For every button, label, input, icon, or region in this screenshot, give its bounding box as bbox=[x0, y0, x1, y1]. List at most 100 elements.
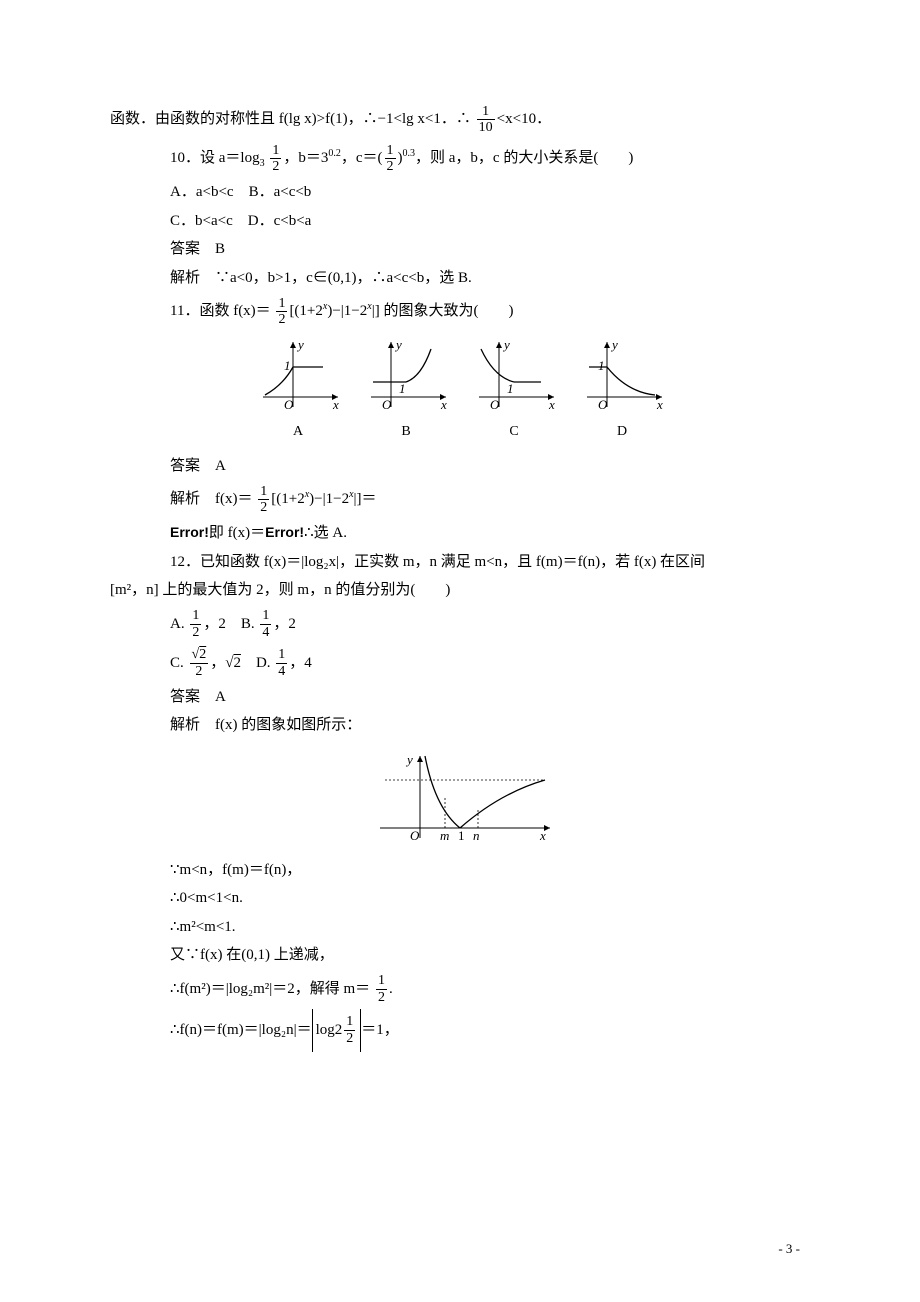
graph-b: 1 O x y bbox=[361, 337, 451, 417]
q12-exp1: 解析 f(x) 的图象如图所示： bbox=[110, 711, 810, 740]
q10-opt-cd: C．b<a<c D．c<b<a bbox=[110, 207, 810, 236]
q10-stem-a: 10．设 a＝log bbox=[170, 150, 260, 166]
q10-explain: 解析 ∵a<0，b>1，c∈(0,1)，∴a<c<b，选 B. bbox=[110, 264, 810, 293]
q11-stem-a: 11．函数 f(x)＝ bbox=[170, 303, 271, 319]
q11-exp-a: 解析 f(x)＝ bbox=[170, 491, 253, 507]
q10-opt-ab: A．a<b<c B．a<c<b bbox=[110, 178, 810, 207]
q12-exp7-a: ∴f(n)＝f(m)＝|log₂n|＝ bbox=[170, 1022, 312, 1038]
q10-sup02: 0.2 bbox=[328, 148, 341, 159]
graph-c: 1 O x y bbox=[469, 337, 559, 417]
q11-fig-d: 1 O x y D bbox=[577, 337, 667, 446]
svg-text:n: n bbox=[473, 828, 480, 843]
svg-text:1: 1 bbox=[399, 381, 406, 396]
q10-stem: 10．设 a＝log3 1 2 ，b＝30.2，c＝(12)0.3，则 a，b，… bbox=[110, 139, 810, 178]
q12-exp6-a: ∴f(m²)＝|log₂m²|＝2，解得 m＝ bbox=[170, 981, 370, 997]
intro-line: 函数．由函数的对称性且 f(lg x)>f(1)，∴−1<lg x<1．∴ 1 … bbox=[110, 100, 810, 139]
svg-text:O: O bbox=[382, 397, 392, 412]
q10-stem-d: ，则 a，b，c 的大小关系是( ) bbox=[415, 150, 633, 166]
page: 函数．由函数的对称性且 f(lg x)>f(1)，∴−1<lg x<1．∴ 1 … bbox=[0, 0, 920, 1302]
svg-text:y: y bbox=[610, 337, 618, 352]
q11-frac-half: 1 2 bbox=[276, 296, 287, 328]
q10-answer: 答案 B bbox=[110, 235, 810, 264]
q12-frac14-d: 1 4 bbox=[276, 647, 287, 679]
q10-stem-b: ，b＝3 bbox=[283, 150, 328, 166]
q12-exp7: ∴f(n)＝f(m)＝|log₂n|＝log212＝1， bbox=[110, 1009, 810, 1052]
q11-stem: 11．函数 f(x)＝ 1 2 [(1+2x)−|1−2x|] 的图象大致为( … bbox=[110, 292, 810, 331]
q11-stem-d: |] 的图象大致为( ) bbox=[372, 303, 514, 319]
q12-exp4: ∴m²<m<1. bbox=[110, 913, 810, 942]
q12-optA-a: A. bbox=[170, 616, 185, 632]
q12-exp3: ∴0<m<1<n. bbox=[110, 884, 810, 913]
q12-optC-b: ，√2 D. bbox=[210, 655, 270, 671]
q12-optC-c: ，4 bbox=[289, 655, 312, 671]
svg-text:x: x bbox=[332, 397, 339, 412]
svg-text:x: x bbox=[440, 397, 447, 412]
svg-text:x: x bbox=[548, 397, 555, 412]
q10-frac-half: 1 2 bbox=[270, 143, 281, 175]
intro-tail: <x<10． bbox=[497, 111, 551, 127]
q10-paren-frac: 12 bbox=[385, 143, 396, 175]
svg-text:O: O bbox=[598, 397, 608, 412]
q12-optA-c: ，2 bbox=[273, 616, 296, 632]
q12-answer: 答案 A bbox=[110, 683, 810, 712]
q12-frac-sqrt2: √2 2 bbox=[190, 647, 209, 679]
abs-inner-a: log2 bbox=[316, 1022, 343, 1038]
q12-exp2: ∵m<n，f(m)＝f(n)， bbox=[110, 856, 810, 885]
svg-text:x: x bbox=[656, 397, 663, 412]
q11-label-d: D bbox=[577, 419, 667, 446]
q12-opt-ab: A. 1 2 ，2 B. 1 4 ，2 bbox=[110, 605, 810, 644]
svg-text:O: O bbox=[284, 397, 294, 412]
q12-exp7-b: ＝1， bbox=[361, 1022, 399, 1038]
q12-optC-a: C. bbox=[170, 655, 184, 671]
q10-stem-c: ，c＝ bbox=[341, 150, 378, 166]
q11-stem-c: )−|1−2 bbox=[327, 303, 367, 319]
q12-exp6-b: . bbox=[389, 981, 393, 997]
q11-label-b: B bbox=[361, 419, 451, 446]
q11-label-a: A bbox=[253, 419, 343, 446]
q12-exp6-frac: 1 2 bbox=[376, 973, 387, 1005]
q12-frac12-a: 1 2 bbox=[190, 608, 201, 640]
abs-block: log212 bbox=[312, 1009, 362, 1052]
q11-exp-frac: 1 2 bbox=[258, 484, 269, 516]
q11-fig-b: 1 O x y B bbox=[361, 337, 451, 446]
q11-fig-a: 1 O x y A bbox=[253, 337, 343, 446]
svg-text:O: O bbox=[410, 828, 420, 843]
graph-d: 1 O x y bbox=[577, 337, 667, 417]
svg-text:x: x bbox=[539, 828, 546, 843]
q11-label-c: C bbox=[469, 419, 559, 446]
svg-text:O: O bbox=[490, 397, 500, 412]
frac-1-10: 1 10 bbox=[477, 104, 495, 136]
q10-sup03: 0.3 bbox=[403, 148, 416, 159]
error-text-2: Error! bbox=[265, 524, 304, 540]
svg-text:1: 1 bbox=[507, 381, 514, 396]
intro-text: 函数．由函数的对称性且 f(lg x)>f(1)，∴−1<lg x<1．∴ bbox=[110, 111, 471, 127]
q11-exp-c: )−|1−2 bbox=[309, 491, 349, 507]
svg-text:y: y bbox=[405, 752, 413, 767]
q11-answer: 答案 A bbox=[110, 452, 810, 481]
q11-exp-line2: Error!即 f(x)＝Error!∴选 A. bbox=[110, 519, 810, 548]
page-number: - 3 - bbox=[778, 1237, 800, 1262]
q12-optA-b: ，2 B. bbox=[203, 616, 254, 632]
abs-frac: 12 bbox=[344, 1014, 355, 1046]
q11-figures: 1 O x y A 1 O x y B bbox=[110, 337, 810, 446]
svg-text:m: m bbox=[440, 828, 449, 843]
q11-exp-d: |]＝ bbox=[354, 491, 377, 507]
q12-figure: O m 1 n x y bbox=[110, 748, 810, 848]
svg-text:y: y bbox=[502, 337, 510, 352]
graph-a: 1 O x y bbox=[253, 337, 343, 417]
q10-sub3: 3 bbox=[260, 158, 265, 169]
q11-exp-b: [(1+2 bbox=[271, 491, 304, 507]
q12-stem2: [m²，n] 上的最大值为 2，则 m，n 的值分别为( ) bbox=[110, 576, 810, 605]
q12-stem: 12．已知函数 f(x)＝|log₂x|，正实数 m，n 满足 m<n，且 f(… bbox=[110, 548, 810, 577]
graph-abslog: O m 1 n x y bbox=[360, 748, 560, 848]
q11-exp-line2b: ∴选 A. bbox=[304, 525, 347, 541]
q11-stem-b: [(1+2 bbox=[289, 303, 322, 319]
q11-exp-line2a: 即 f(x)＝ bbox=[209, 525, 265, 541]
svg-text:1: 1 bbox=[598, 358, 605, 373]
svg-text:1: 1 bbox=[458, 828, 465, 843]
q12-exp6: ∴f(m²)＝|log₂m²|＝2，解得 m＝ 1 2 . bbox=[110, 970, 810, 1009]
q11-exp-line1: 解析 f(x)＝ 1 2 [(1+2x)−|1−2x|]＝ bbox=[110, 480, 810, 519]
q11-fig-c: 1 O x y C bbox=[469, 337, 559, 446]
svg-text:1: 1 bbox=[284, 358, 291, 373]
q12-opt-cd: C. √2 2 ，√2 D. 1 4 ，4 bbox=[110, 644, 810, 683]
